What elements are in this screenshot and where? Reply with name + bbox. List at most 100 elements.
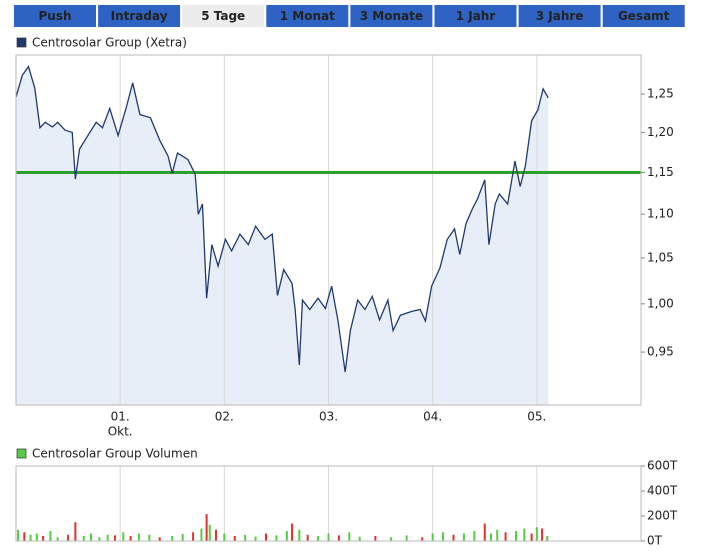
volume-bar [233,536,236,541]
volume-bar [523,528,526,541]
volume-bar [129,536,132,541]
y-tick-label: 1,20 [647,125,674,139]
volume-bar [374,536,377,541]
y-tick-label: 400T [647,484,678,498]
y-tick-label: 1,10 [647,207,674,221]
legend-swatch [16,37,27,48]
price-line [15,65,549,373]
tab[interactable] [14,5,96,27]
volume-bar [546,536,549,541]
tab[interactable] [602,5,685,27]
y-tick-label: 1,05 [647,250,674,264]
volume-bar [515,531,517,541]
volume-bar [158,537,161,541]
y-tick-label: 1,25 [647,87,674,101]
volume-bar [306,534,309,541]
volume-bar [265,533,267,541]
x-tick-label: 02. [215,410,234,424]
volume-bar [390,537,392,541]
volume-bar [462,533,465,541]
tab[interactable] [266,5,349,27]
x-tick-label: 03. [319,410,338,424]
volume-bar [23,532,26,541]
volume-bar [223,533,226,541]
y-tick-label: 0T [647,534,663,548]
volume-bar [74,522,77,541]
tab[interactable] [98,5,181,27]
y-tick-label: 0,95 [647,345,674,359]
tab[interactable] [182,5,265,27]
volume-bar [504,532,507,541]
tab[interactable] [350,5,433,27]
volume-bar [541,528,544,541]
volume-bar [42,536,45,541]
x-tick-label: 05. [527,410,546,424]
y-tick-label: 1,00 [647,296,674,310]
price-area [16,66,549,405]
tab-label[interactable]: 3 Monate [360,9,423,23]
volume-bar [285,531,288,541]
tab-label[interactable]: 5 Tage [201,9,245,23]
y-tick-label: 200T [647,509,678,523]
tab[interactable] [518,5,601,27]
volume-bar [90,533,92,541]
volume-bar [473,531,476,541]
tab-label[interactable]: Push [38,9,71,23]
x-tick-label: 01. [111,410,130,424]
volume-bar [337,535,340,541]
volume-bar [67,534,70,541]
volume-bar [181,534,184,541]
tab[interactable] [434,5,517,27]
volume-bar [137,533,140,541]
tab-label[interactable]: Intraday [111,9,168,23]
volume-bar [317,536,320,541]
volume-bar [358,536,361,541]
volume-bar [106,534,109,541]
volume-bar [192,532,195,541]
volume-bar [530,533,533,541]
volume-bar [171,536,174,541]
volume-bar [82,536,85,541]
volume-bar [496,529,499,541]
volume-bar [148,534,151,541]
y-tick-label: 600T [647,459,678,473]
volume-bar [56,537,59,541]
x-tick-label: 04. [423,410,442,424]
volume-bar [535,527,538,541]
volume-bar [205,514,208,541]
legend-label: Centrosolar Group Volumen [32,447,198,461]
volume-bar [431,533,434,541]
tab-label[interactable]: 3 Jahre [536,9,584,23]
volume-bar [442,532,445,541]
volume-bar [348,532,351,541]
volume-bar [98,537,101,541]
volume-bar [254,536,257,541]
legend-label: Centrosolar Group (Xetra) [32,36,187,50]
tab-label[interactable]: 1 Jahr [456,9,496,23]
volume-bar [452,534,455,541]
legend-swatch [16,448,27,459]
volume-bar [483,523,486,541]
volume-bar [17,529,20,541]
x-sublabel: Okt. [108,425,133,439]
volume-bar [35,533,38,541]
tab-label[interactable]: 1 Monat [280,9,335,23]
volume-bar [244,534,247,541]
volume-bar [122,532,125,541]
volume-bar [298,529,301,541]
plot-frame [15,465,642,542]
volume-bar [327,533,330,541]
volume-bar [200,528,203,541]
volume-bar [421,537,424,541]
volume-bar [215,529,217,541]
volume-bar [113,535,116,541]
volume-bar [275,535,278,541]
volume-bar [29,534,32,541]
y-tick-label: 1,15 [647,165,674,179]
tab-label[interactable]: Gesamt [618,9,670,23]
volume-bar [49,531,52,541]
volume-bar [208,524,211,541]
volume-bar [490,533,492,541]
volume-bar [405,535,408,541]
